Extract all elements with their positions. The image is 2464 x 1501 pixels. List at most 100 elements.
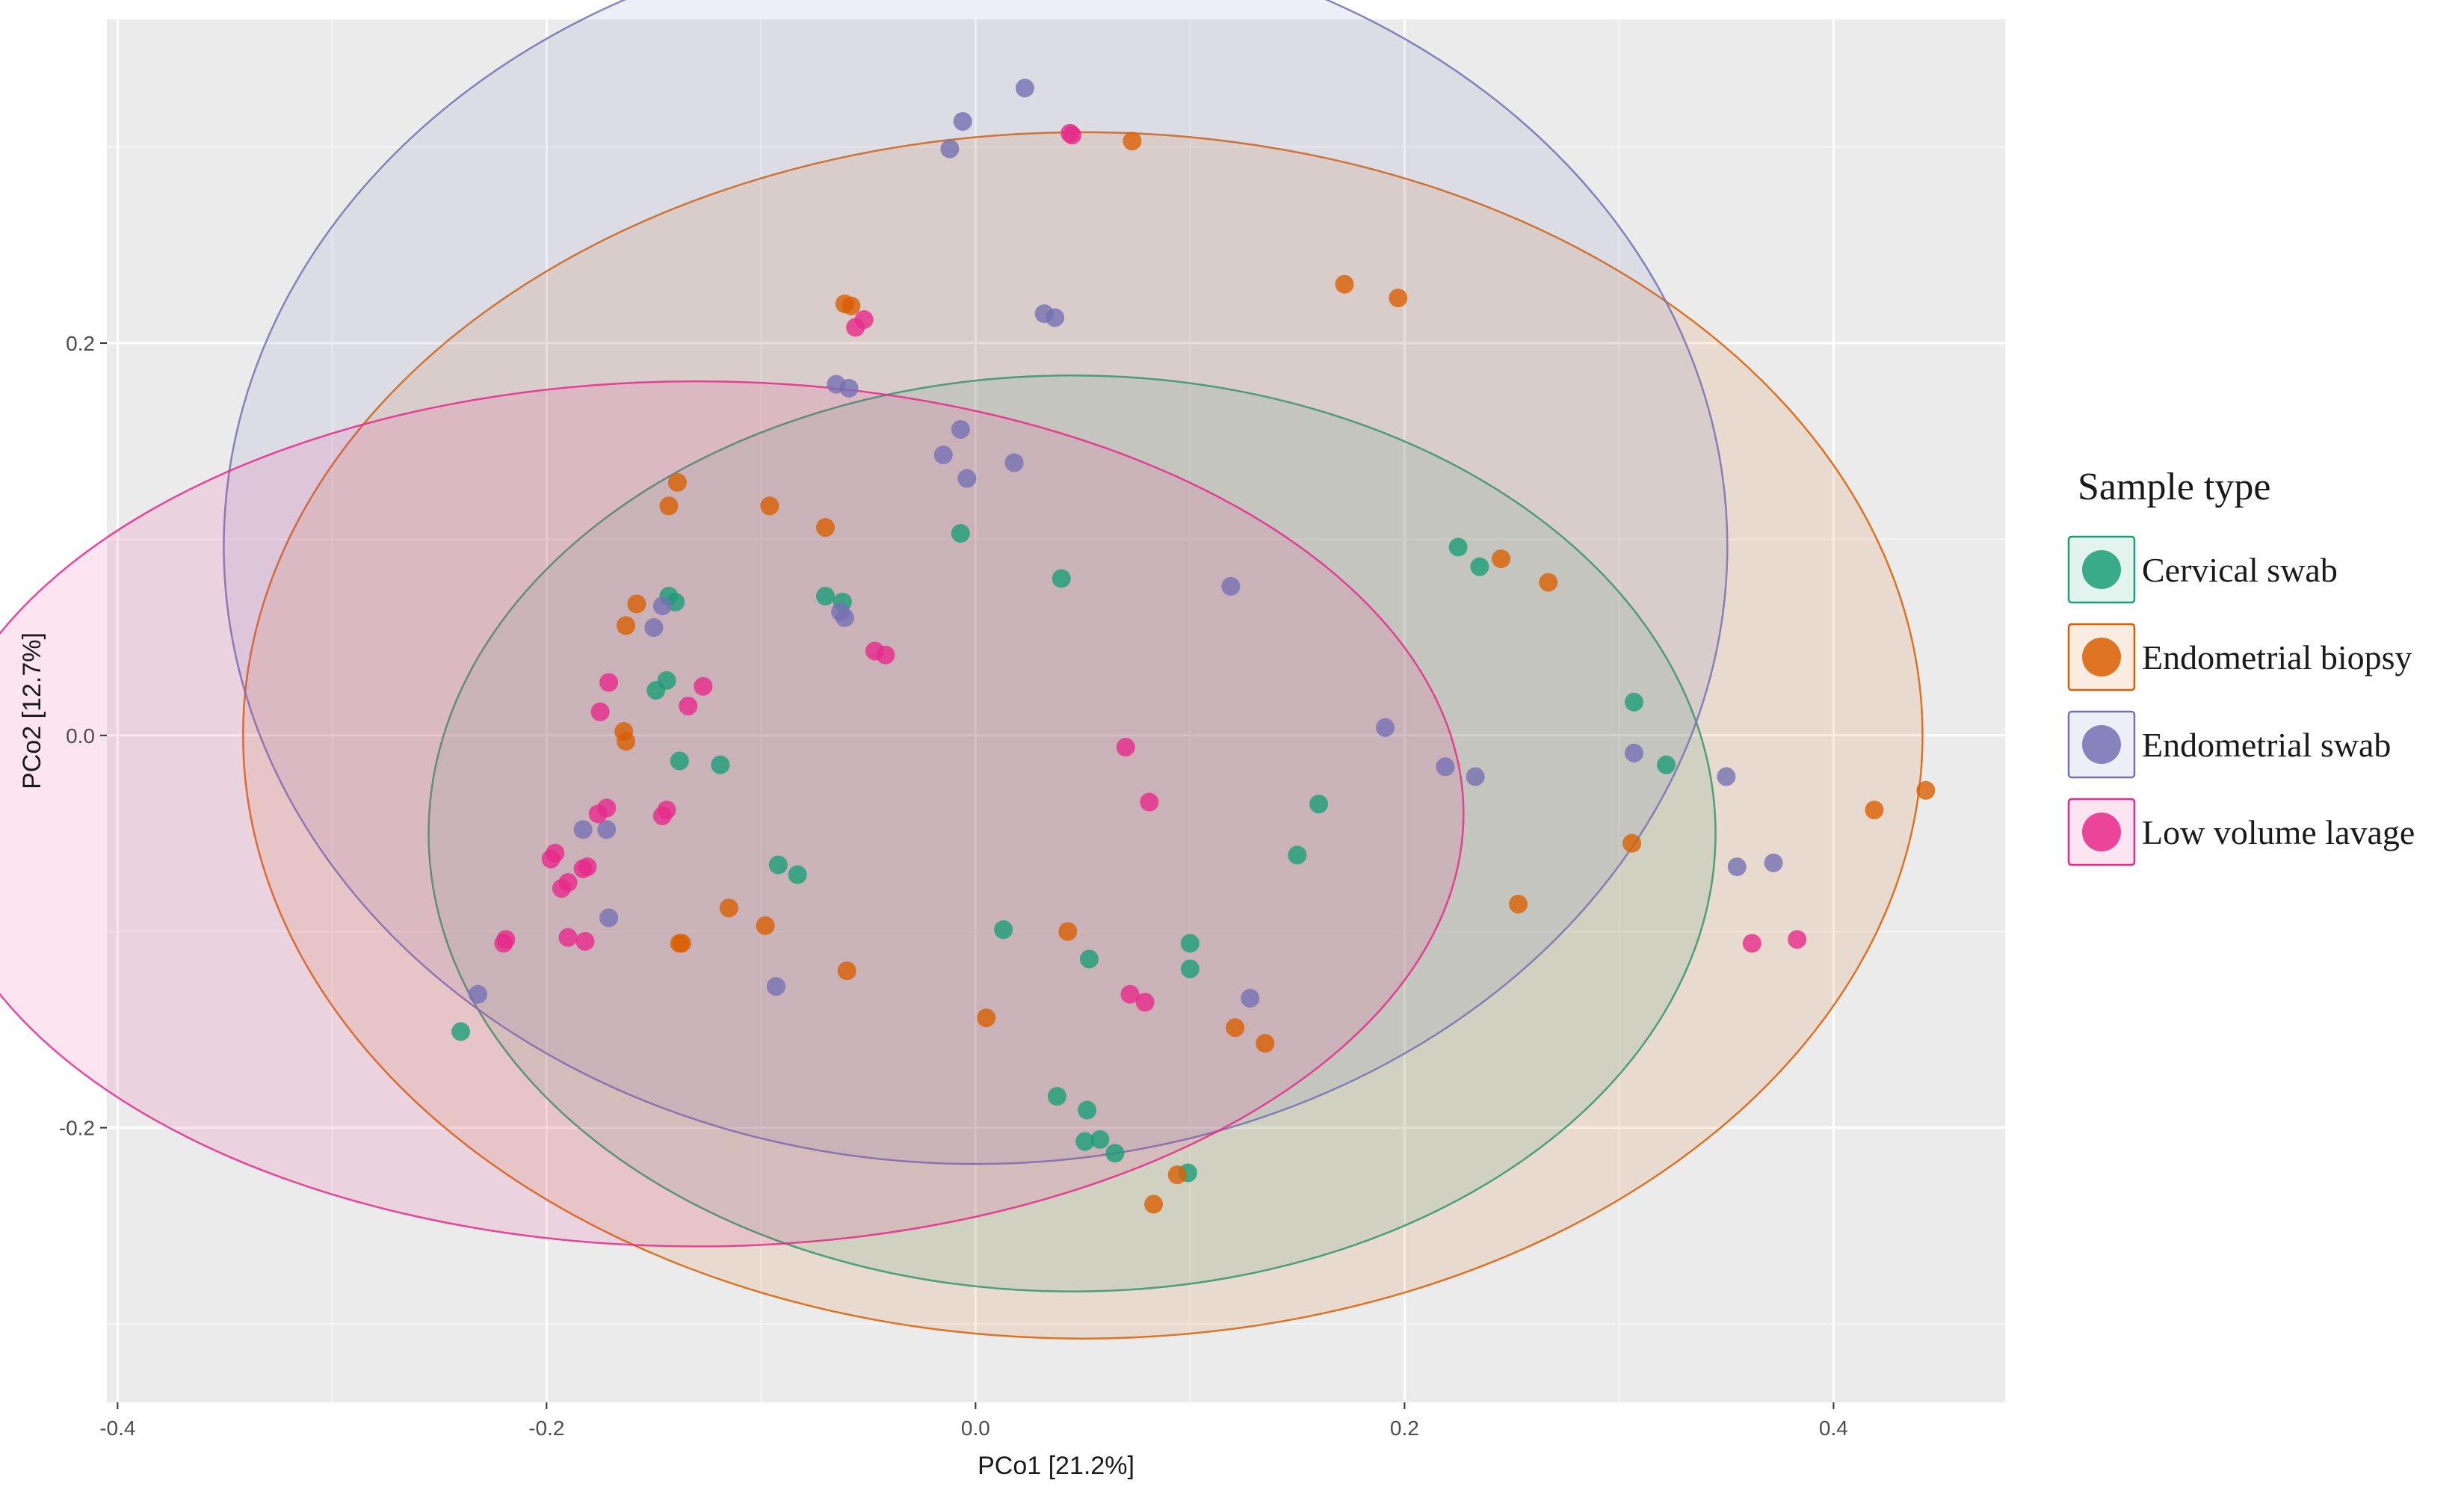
- point-endometrial-biopsy: [1916, 780, 1936, 800]
- point-endometrial-swab: [644, 617, 664, 637]
- legend: Sample type Cervical swab Endometrial bio…: [2067, 466, 2415, 866]
- point-endometrial-biopsy: [815, 518, 835, 537]
- point-low-volume-lavage: [599, 673, 619, 692]
- point-low-volume-lavage: [588, 804, 608, 824]
- point-low-volume-lavage: [558, 928, 578, 947]
- point-endometrial-biopsy: [1123, 132, 1142, 151]
- point-endometrial-swab: [766, 977, 785, 996]
- y-tick-label: -0.2: [59, 1117, 95, 1140]
- point-endometrial-swab: [957, 469, 977, 488]
- point-cervical-swab: [1105, 1144, 1125, 1163]
- point-endometrial-swab: [1004, 453, 1024, 472]
- point-endometrial-biopsy: [617, 616, 636, 635]
- point-endometrial-biopsy: [1335, 274, 1354, 294]
- point-cervical-swab: [1657, 755, 1676, 774]
- point-cervical-swab: [815, 586, 835, 605]
- point-cervical-swab: [1180, 934, 1199, 953]
- point-low-volume-lavage: [652, 806, 672, 825]
- point-low-volume-lavage: [876, 645, 895, 665]
- point-low-volume-lavage: [1116, 738, 1135, 757]
- point-endometrial-swab: [835, 608, 854, 627]
- legend-marker-cervical-swab: [2082, 550, 2121, 589]
- point-endometrial-biopsy: [659, 496, 679, 516]
- point-cervical-swab: [788, 865, 807, 884]
- ellipse-endometrial-swab: [223, 0, 1729, 1165]
- confidence-ellipses: [0, 0, 1924, 1340]
- legend-label-low-volume-lavage: Low volume lavage: [2142, 813, 2415, 851]
- point-cervical-swab: [951, 524, 970, 543]
- legend-marker-endometrial-biopsy: [2082, 638, 2121, 676]
- point-cervical-swab: [1309, 795, 1329, 814]
- point-cervical-swab: [657, 671, 676, 690]
- point-endometrial-swab: [1046, 308, 1065, 327]
- point-low-volume-lavage: [494, 934, 513, 953]
- point-low-volume-lavage: [679, 696, 698, 715]
- x-tick-label: -0.4: [99, 1417, 135, 1440]
- point-cervical-swab: [1180, 959, 1199, 978]
- point-low-volume-lavage: [552, 878, 571, 898]
- point-endometrial-swab: [951, 419, 970, 439]
- axes: -0.4 -0.2 0.0 0.2 0.4 -0.2 0.0 0.2: [59, 332, 1848, 1440]
- point-endometrial-biopsy: [719, 899, 738, 918]
- point-low-volume-lavage: [846, 318, 865, 337]
- point-low-volume-lavage: [1120, 984, 1140, 1004]
- point-low-volume-lavage: [694, 676, 713, 696]
- point-endometrial-biopsy: [1226, 1018, 1245, 1038]
- point-endometrial-biopsy: [837, 961, 856, 981]
- point-endometrial-swab: [469, 984, 488, 1004]
- point-endometrial-biopsy: [1622, 833, 1642, 853]
- point-endometrial-swab: [1376, 718, 1395, 737]
- point-endometrial-biopsy: [1167, 1165, 1187, 1185]
- legend-label-cervical-swab: Cervical swab: [2142, 551, 2338, 589]
- point-cervical-swab: [711, 755, 730, 774]
- point-low-volume-lavage: [575, 931, 595, 951]
- point-endometrial-biopsy: [756, 916, 775, 935]
- point-endometrial-biopsy: [1389, 289, 1408, 308]
- point-cervical-swab: [1052, 569, 1071, 588]
- point-cervical-swab: [1047, 1087, 1066, 1106]
- point-endometrial-swab: [1241, 988, 1260, 1008]
- point-endometrial-swab: [573, 820, 593, 839]
- minor-gridlines: [107, 19, 2005, 1402]
- point-endometrial-swab: [1764, 853, 1783, 872]
- point-cervical-swab: [1624, 692, 1643, 712]
- x-tick-label: 0.0: [961, 1417, 990, 1440]
- point-cervical-swab: [1448, 537, 1468, 557]
- point-endometrial-swab: [597, 820, 617, 839]
- y-tick-label: 0.0: [66, 724, 95, 748]
- point-cervical-swab: [1079, 949, 1099, 969]
- x-tick-label: 0.4: [1819, 1417, 1848, 1440]
- point-cervical-swab: [1090, 1129, 1110, 1149]
- point-endometrial-swab: [839, 378, 859, 398]
- point-endometrial-biopsy: [627, 594, 646, 614]
- ellipse-endometrial-biopsy: [241, 131, 1924, 1340]
- point-low-volume-lavage: [1063, 126, 1082, 145]
- plot-panel: [107, 19, 2005, 1402]
- point-low-volume-lavage: [1788, 930, 1807, 949]
- point-endometrial-swab: [652, 597, 672, 616]
- point-endometrial-biopsy: [977, 1008, 996, 1028]
- point-endometrial-biopsy: [1865, 801, 1884, 820]
- legend-entries: Cervical swab Endometrial biopsy Endometri…: [2067, 535, 2415, 866]
- point-endometrial-swab: [1015, 78, 1034, 98]
- point-low-volume-lavage: [1140, 792, 1159, 812]
- point-low-volume-lavage: [573, 859, 593, 878]
- point-endometrial-biopsy: [667, 472, 687, 492]
- y-axis-title: PCo2 [12.7%]: [18, 632, 46, 789]
- point-cervical-swab: [670, 751, 689, 771]
- point-low-volume-lavage: [541, 849, 561, 869]
- x-axis-title: PCo1 [21.2%]: [978, 1452, 1134, 1480]
- point-endometrial-biopsy: [1539, 573, 1558, 592]
- x-tick-label: 0.2: [1390, 1417, 1419, 1440]
- point-endometrial-swab: [1727, 857, 1747, 877]
- point-endometrial-biopsy: [1492, 549, 1511, 569]
- point-endometrial-biopsy: [1058, 922, 1078, 941]
- point-endometrial-swab: [599, 908, 619, 928]
- point-endometrial-biopsy: [1508, 894, 1528, 913]
- ellipse-cervical-swab: [427, 375, 1717, 1292]
- data-points: [451, 78, 1936, 1214]
- point-cervical-swab: [1078, 1100, 1097, 1120]
- point-endometrial-swab: [933, 446, 953, 465]
- y-tick-label: 0.2: [66, 332, 95, 355]
